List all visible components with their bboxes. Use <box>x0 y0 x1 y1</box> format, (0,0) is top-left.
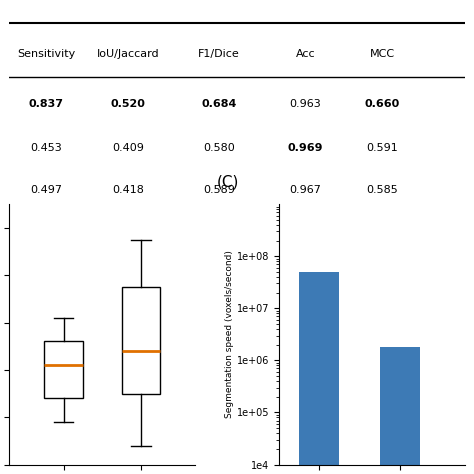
PathPatch shape <box>122 287 160 393</box>
Text: 0.837: 0.837 <box>28 99 64 109</box>
Bar <box>380 347 420 474</box>
Text: 0.969: 0.969 <box>288 144 323 154</box>
Text: 0.963: 0.963 <box>290 99 321 109</box>
Text: 0.418: 0.418 <box>112 184 144 195</box>
Text: (C): (C) <box>216 175 239 190</box>
Text: F1/Dice: F1/Dice <box>198 49 240 59</box>
Y-axis label: Segmentation speed (voxels/second): Segmentation speed (voxels/second) <box>225 250 234 418</box>
Text: 0.585: 0.585 <box>367 184 399 195</box>
Text: MCC: MCC <box>370 49 395 59</box>
Text: 0.589: 0.589 <box>203 184 235 195</box>
PathPatch shape <box>44 341 83 398</box>
Text: 0.453: 0.453 <box>30 144 62 154</box>
Text: 0.520: 0.520 <box>110 99 145 109</box>
Text: Sensitivity: Sensitivity <box>17 49 75 59</box>
Bar <box>299 272 339 474</box>
Text: 0.409: 0.409 <box>112 144 144 154</box>
Text: 0.967: 0.967 <box>289 184 321 195</box>
Text: 0.660: 0.660 <box>365 99 400 109</box>
Text: IoU/Jaccard: IoU/Jaccard <box>97 49 159 59</box>
Text: 0.684: 0.684 <box>201 99 237 109</box>
Text: 0.591: 0.591 <box>367 144 399 154</box>
Text: 0.580: 0.580 <box>203 144 235 154</box>
Text: Acc: Acc <box>295 49 315 59</box>
Text: 0.497: 0.497 <box>30 184 62 195</box>
